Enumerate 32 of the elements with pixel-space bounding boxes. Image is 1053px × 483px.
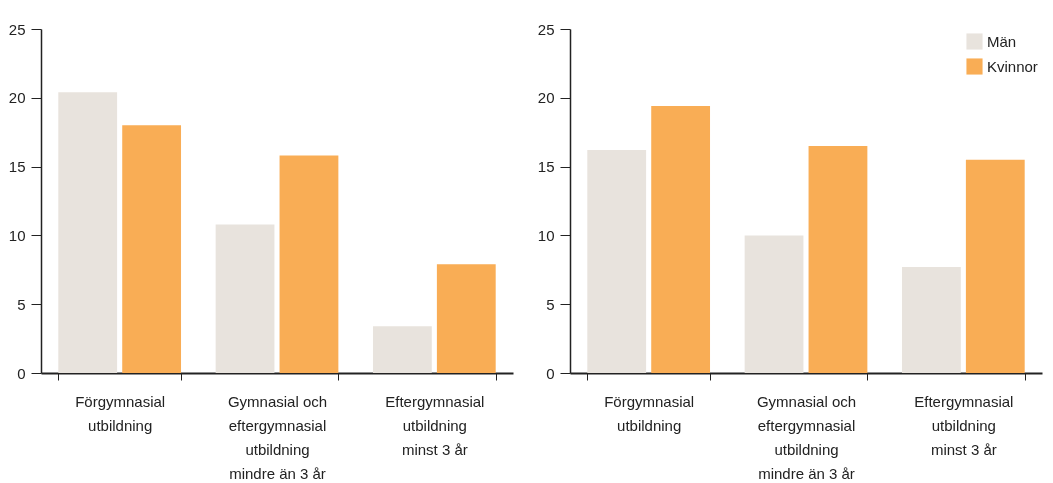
y-tick-label: 10 — [8, 226, 26, 244]
bar — [436, 264, 496, 373]
bar — [58, 92, 118, 373]
y-tick-label: 5 — [17, 295, 26, 313]
legend-label: Män — [987, 32, 1017, 50]
x-tick-label: Gymnasial och eftergymnasial utbildning mindre än 3 år — [227, 392, 328, 482]
bar — [279, 155, 339, 373]
bar — [651, 106, 711, 373]
y-tick-label: 15 — [8, 158, 26, 176]
bar — [122, 125, 182, 373]
y-tick-label: 10 — [537, 226, 555, 244]
bar — [808, 145, 868, 373]
y-tick-label: 25 — [8, 20, 26, 38]
y-tick-label: 15 — [537, 158, 555, 176]
bar — [901, 267, 961, 373]
x-tick-label: Förgymnasial utbildning — [604, 392, 695, 434]
x-tick-label: Gymnasial och eftergymnasial utbildning mindre än 3 år — [756, 392, 857, 482]
y-tick-label: 0 — [17, 364, 26, 382]
y-tick-label: 5 — [546, 295, 555, 313]
x-tick-label: Förgymnasial utbildning — [75, 392, 166, 434]
y-tick-label: 0 — [546, 364, 555, 382]
legend-label: Kvinnor — [987, 57, 1038, 75]
y-tick-label: 20 — [8, 89, 26, 107]
bar — [744, 235, 804, 373]
bar — [587, 150, 647, 373]
x-tick-label: Eftergymnasial utbildning minst 3 år — [385, 392, 485, 458]
bar — [965, 159, 1025, 373]
y-tick-label: 25 — [537, 20, 555, 38]
x-tick-label: Eftergymnasial utbildning minst 3 år — [914, 392, 1014, 458]
bar — [372, 326, 432, 373]
bar — [215, 224, 275, 373]
y-tick-label: 20 — [537, 89, 555, 107]
